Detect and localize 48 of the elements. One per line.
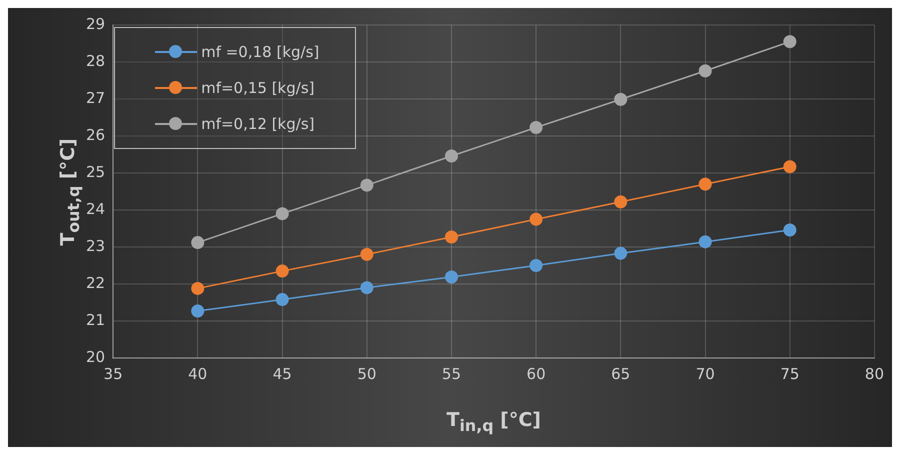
point bbox=[698, 64, 712, 78]
point bbox=[360, 178, 374, 192]
point bbox=[191, 236, 204, 250]
x-tick-label: 45 bbox=[272, 364, 292, 383]
x-tick-label: 80 bbox=[864, 364, 884, 383]
point bbox=[614, 92, 628, 106]
x-tick-label: 40 bbox=[188, 364, 208, 383]
point bbox=[360, 248, 374, 261]
point bbox=[783, 35, 796, 48]
y-tick-label: 20 bbox=[86, 348, 106, 366]
point bbox=[360, 281, 374, 294]
point bbox=[530, 120, 543, 134]
point bbox=[698, 178, 712, 191]
y-tick-label: 22 bbox=[86, 274, 106, 292]
point bbox=[783, 160, 796, 174]
x-tick-label: 65 bbox=[611, 364, 630, 383]
legend-label: mf =0,18 [kg/s] bbox=[201, 43, 320, 61]
point bbox=[276, 264, 289, 278]
y-tick-label: 25 bbox=[86, 162, 106, 181]
x-axis-title: T$_{in,q}$ [°C] bbox=[446, 409, 541, 435]
point bbox=[530, 259, 543, 272]
x-tick-label: 70 bbox=[696, 364, 715, 383]
point bbox=[783, 223, 796, 236]
point bbox=[276, 207, 289, 220]
y-tick-label: 21 bbox=[86, 310, 106, 329]
x-tick-label: 55 bbox=[442, 364, 462, 383]
y-tick-label: 29 bbox=[86, 14, 106, 33]
point bbox=[444, 230, 458, 244]
point bbox=[614, 246, 628, 260]
legend-label: mf=0,15 [kg/s] bbox=[201, 79, 314, 97]
y-tick-label: 27 bbox=[86, 88, 106, 107]
x-tick-label: 35 bbox=[104, 364, 123, 383]
point bbox=[530, 212, 543, 226]
point bbox=[444, 270, 458, 284]
point bbox=[444, 149, 458, 162]
y-tick-label: 28 bbox=[86, 52, 106, 70]
legend-label: mf=0,12 [kg/s] bbox=[201, 115, 314, 133]
x-tick-label: 60 bbox=[526, 364, 546, 383]
point bbox=[614, 195, 628, 208]
y-tick-label: 26 bbox=[86, 126, 106, 144]
point bbox=[191, 282, 204, 295]
x-tick-label: 75 bbox=[780, 364, 800, 383]
point bbox=[698, 235, 712, 248]
y-tick-label: 24 bbox=[86, 200, 106, 218]
point bbox=[276, 293, 289, 306]
y-tick-label: 23 bbox=[86, 236, 106, 255]
x-tick-label: 50 bbox=[357, 364, 376, 383]
point bbox=[191, 304, 204, 318]
